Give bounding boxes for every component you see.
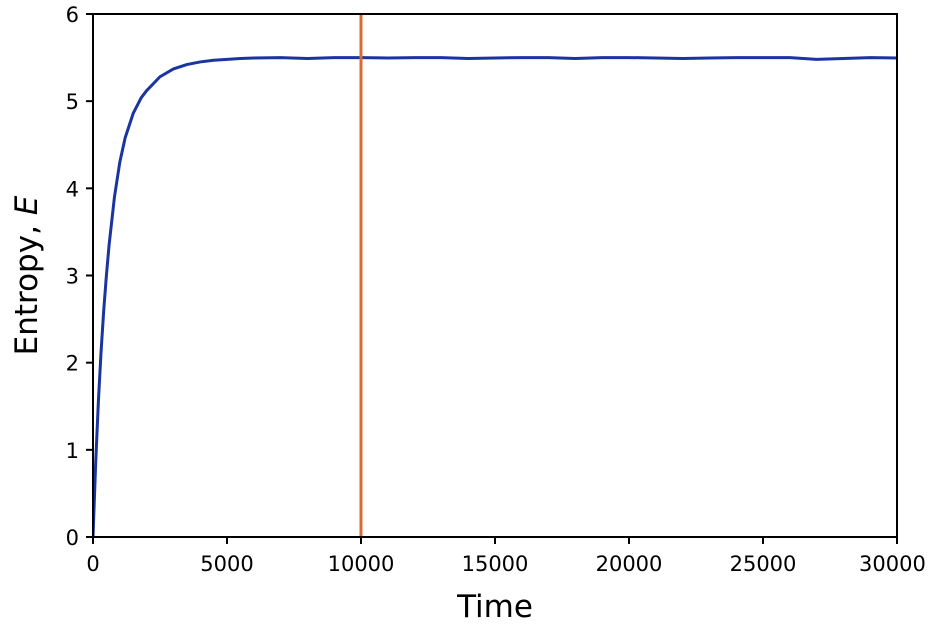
y-axis-title-symbol: E (9, 195, 45, 215)
y-axis-title-text: Entropy, (9, 215, 45, 355)
y-tick-label: 3 (66, 265, 79, 289)
y-tick-label: 4 (66, 177, 79, 201)
axis-ticks: 0 5000 10000 15000 20000 25000 30000 0 1 2 3 4 5 6 (66, 3, 926, 576)
x-tick-label: 10000 (328, 552, 395, 576)
x-tick-label: 15000 (462, 552, 529, 576)
plot-frame (92, 13, 898, 538)
y-tick-label: 2 (66, 352, 79, 376)
plot-area (93, 14, 897, 537)
x-tick-label: 0 (86, 552, 99, 576)
x-tick-label: 25000 (730, 552, 797, 576)
x-tick-label: 20000 (596, 552, 663, 576)
series-line-0 (93, 56, 897, 537)
x-tick-label: 5000 (200, 552, 253, 576)
y-axis-title: Entropy, E (9, 195, 45, 355)
y-tick-label: 5 (66, 90, 79, 114)
x-axis-title: Time (456, 589, 533, 625)
y-tick-label: 0 (66, 526, 79, 550)
x-tick-label: 30000 (859, 552, 926, 576)
y-tick-label: 1 (66, 439, 79, 463)
y-tick-label: 6 (66, 3, 79, 27)
